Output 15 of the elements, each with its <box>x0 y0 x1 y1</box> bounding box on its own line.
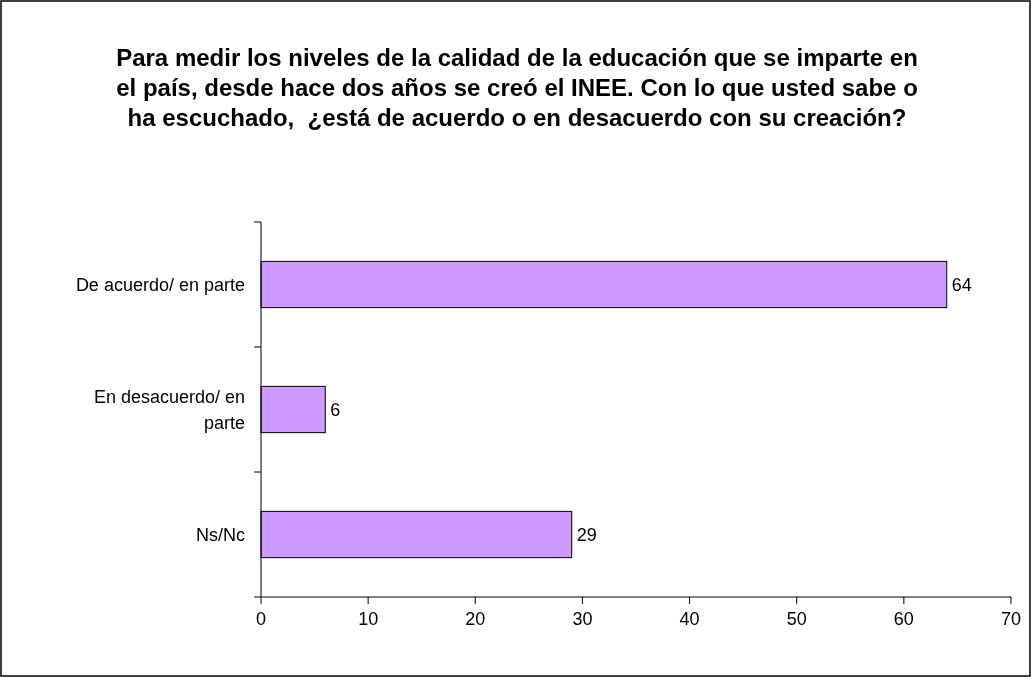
x-tick-label: 20 <box>465 609 486 629</box>
x-tick-label: 60 <box>893 609 914 629</box>
chart-title: Para medir los niveles de la calidad de la educación que se imparte en el país, desde hace dos años se creó el INEE. Con lo que usted sabe o ha escuchado, ¿está de acuerdo o en desacuerdo con su creación? <box>116 44 918 131</box>
data-label: 64 <box>951 274 972 295</box>
data-label: 6 <box>330 399 341 420</box>
x-tick-label: 50 <box>786 609 807 629</box>
data-label: 29 <box>576 524 597 545</box>
y-tick-label: De acuerdo/ en parte <box>75 274 245 295</box>
x-tick-label: 40 <box>679 609 700 629</box>
x-tick-label: 0 <box>255 609 267 629</box>
x-tick-label: 30 <box>572 609 593 629</box>
x-tick-label: 70 <box>1000 609 1022 629</box>
y-tick-label: Ns/Nc <box>196 524 245 545</box>
y-tick-label: En desacuerdo/ en parte <box>93 386 245 433</box>
x-tick-label: 10 <box>358 609 379 629</box>
